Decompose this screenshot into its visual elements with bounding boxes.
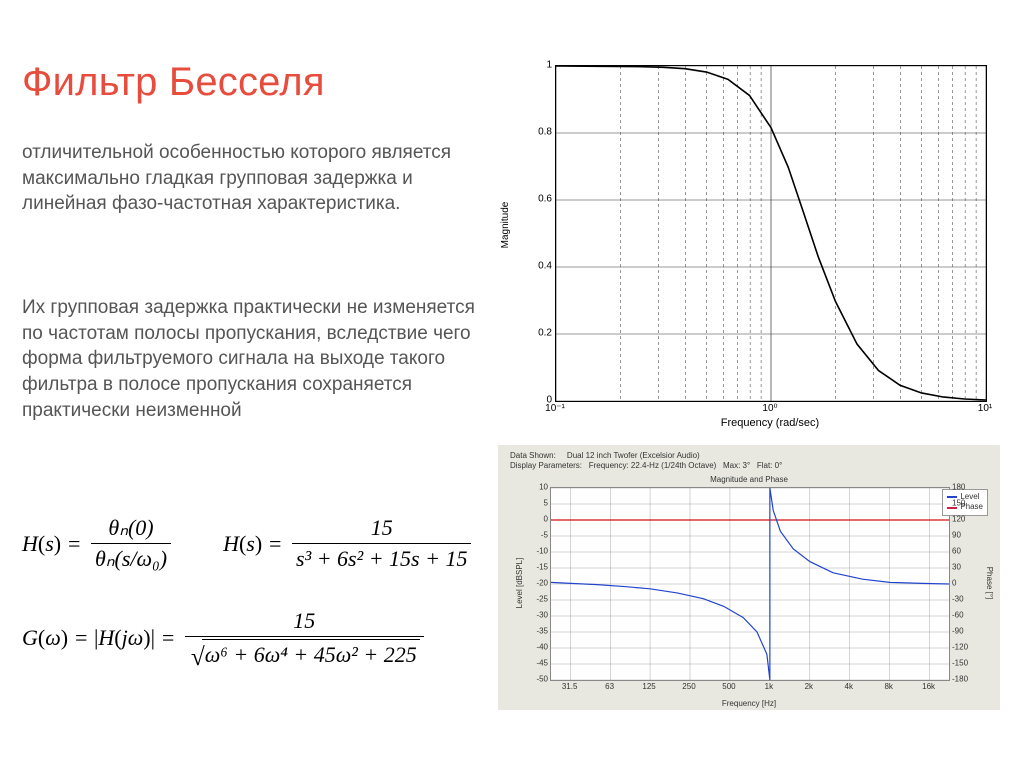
phase-level-ylabel-right: Phase [°]: [985, 567, 994, 600]
chart-top-ylabel: Magnitude: [500, 202, 511, 249]
magnitude-chart: Magnitude Frequency (rad/sec) 00.20.40.6…: [500, 55, 1000, 435]
slide: Фильтр Бесселя отличительной особенность…: [0, 0, 1024, 768]
formula-1-num: θₙ(0): [104, 515, 157, 541]
chart-top-svg: [556, 66, 986, 401]
phase-level-plot-area: [550, 487, 950, 681]
formula-2: H(s) = 15 s³ + 6s² + 15s + 15: [223, 515, 475, 572]
formula-3: G(ω) = |H(jω)| = 15 √ ω⁶ + 6ω⁴ + 45ω² + …: [22, 608, 428, 668]
chart-top-plot-area: [555, 65, 987, 402]
formula-row-1: H(s) = θₙ(0) θₙ(s/ω₀) H(s) = 15 s³ + 6s²…: [22, 515, 482, 572]
phase-level-panel: Data Shown: Dual 12 inch Twofer (Excelsi…: [498, 445, 1000, 710]
formula-1-den: θₙ(s/ω₀): [91, 546, 171, 572]
phase-level-svg: [551, 488, 949, 680]
formula-1: H(s) = θₙ(0) θₙ(s/ω₀): [22, 515, 175, 572]
phase-level-title: Magnitude and Phase: [550, 475, 948, 484]
phase-level-xlabel: Frequency [Hz]: [550, 699, 948, 708]
slide-title: Фильтр Бесселя: [22, 60, 325, 105]
chart-top-xlabel: Frequency (rad/sec): [555, 417, 985, 429]
phase-level-ylabel-left: Level [dBSPL]: [515, 558, 524, 609]
formula-3-den-sqrt: ω⁶ + 6ω⁴ + 45ω² + 225: [202, 639, 420, 668]
paragraph-2: Их групповая задержка практически не изм…: [22, 295, 482, 423]
formulas: H(s) = θₙ(0) θₙ(s/ω₀) H(s) = 15 s³ + 6s²…: [22, 515, 482, 704]
formula-row-2: G(ω) = |H(jω)| = 15 √ ω⁶ + 6ω⁴ + 45ω² + …: [22, 608, 482, 668]
paragraph-1: отличительной особенностью которого явля…: [22, 140, 482, 217]
phase-level-info: Data Shown: Dual 12 inch Twofer (Excelsi…: [510, 451, 782, 471]
formula-2-num: 15: [367, 515, 397, 541]
formula-2-den: s³ + 6s² + 15s + 15: [292, 546, 471, 572]
formula-3-num: 15: [289, 608, 319, 634]
